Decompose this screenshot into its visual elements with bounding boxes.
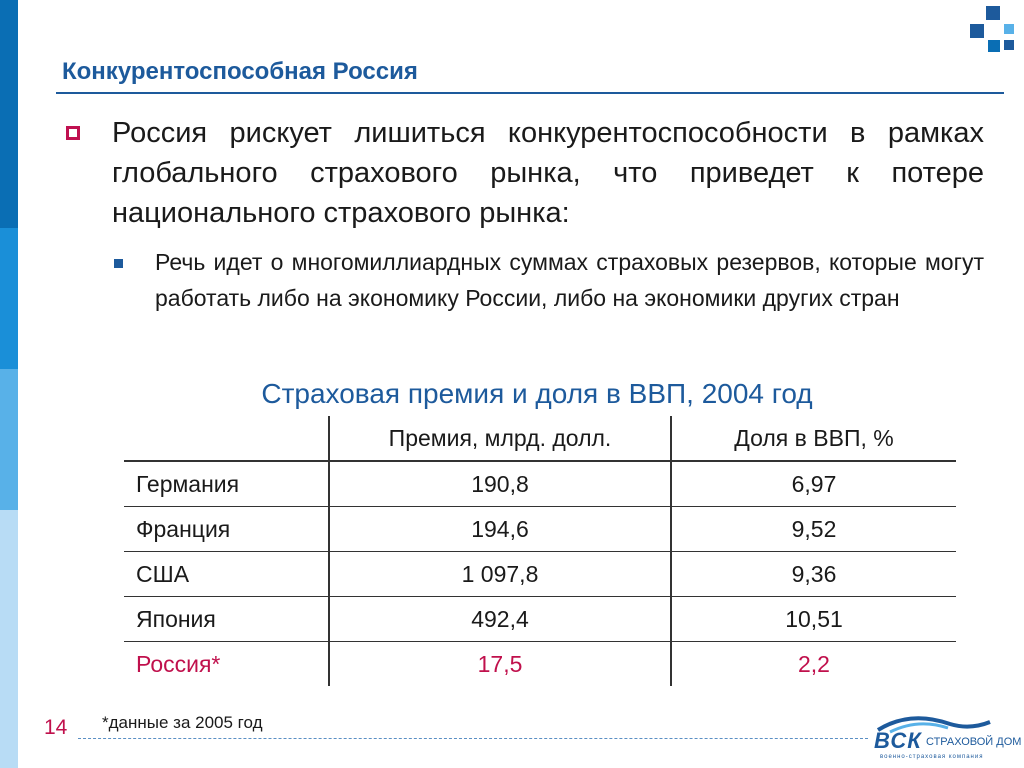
share-cell: 6,97 [671, 461, 956, 507]
vsk-logo-icon [876, 716, 991, 734]
premium-cell: 17,5 [328, 641, 672, 686]
filled-square-bullet-icon [114, 259, 123, 268]
slide-title: Конкурентоспособная Россия [62, 58, 418, 85]
table-title: Страховая премия и доля в ВВП, 2004 год [261, 378, 813, 409]
share-cell: 9,52 [671, 506, 956, 552]
title-divider [56, 92, 1004, 94]
main-bullet-text: Россия рискует лишиться конкурентоспособ… [112, 117, 984, 229]
side-stripe-pale [0, 510, 18, 768]
header-gdp-share: Доля в ВВП, % [671, 416, 956, 462]
table-row: США 1 097,8 9,36 [124, 551, 956, 597]
share-cell: 2,2 [798, 650, 830, 677]
side-stripe-mid [0, 228, 18, 369]
table-row: Франция 194,6 9,52 [124, 506, 956, 552]
country-cell: Германия [124, 461, 329, 507]
share-cell: 10,51 [671, 596, 956, 642]
footnote: *данные за 2005 год [102, 713, 263, 732]
corner-squares-decoration [964, 0, 1024, 60]
logo-wordmark: ВСК [874, 728, 922, 753]
country-cell: США [124, 551, 329, 597]
table-header-row: Премия, млрд. долл. Доля в ВВП, % [124, 416, 956, 462]
sub-bullet-text: Речь идет о многомиллиардных суммах стра… [155, 249, 984, 311]
square-bullet-icon [66, 126, 80, 140]
share-cell: 9,36 [671, 551, 956, 597]
side-stripe-dark [0, 0, 18, 228]
country-cell: Франция [124, 506, 329, 552]
header-premium: Премия, млрд. долл. [328, 416, 672, 462]
page-number: 14 [44, 716, 68, 739]
footer-divider [78, 738, 868, 739]
side-stripe-light [0, 369, 18, 510]
country-cell: Япония [124, 596, 329, 642]
premium-cell: 194,6 [328, 506, 672, 552]
table-row-highlighted: Россия* 17,5 2,2 [124, 641, 956, 686]
premium-cell: 1 097,8 [328, 551, 672, 597]
insurance-premium-table: Премия, млрд. долл. Доля в ВВП, % Герман… [124, 416, 956, 686]
logo-tagline: военно-страховая компания [880, 754, 984, 760]
header-country [124, 416, 329, 462]
premium-cell: 190,8 [328, 461, 672, 507]
logo-subtitle: СТРАХОВОЙ ДОМ [926, 736, 1022, 748]
table-row: Япония 492,4 10,51 [124, 596, 956, 642]
premium-cell: 492,4 [328, 596, 672, 642]
country-cell: Россия* [136, 650, 221, 677]
table-row: Германия 190,8 6,97 [124, 461, 956, 507]
